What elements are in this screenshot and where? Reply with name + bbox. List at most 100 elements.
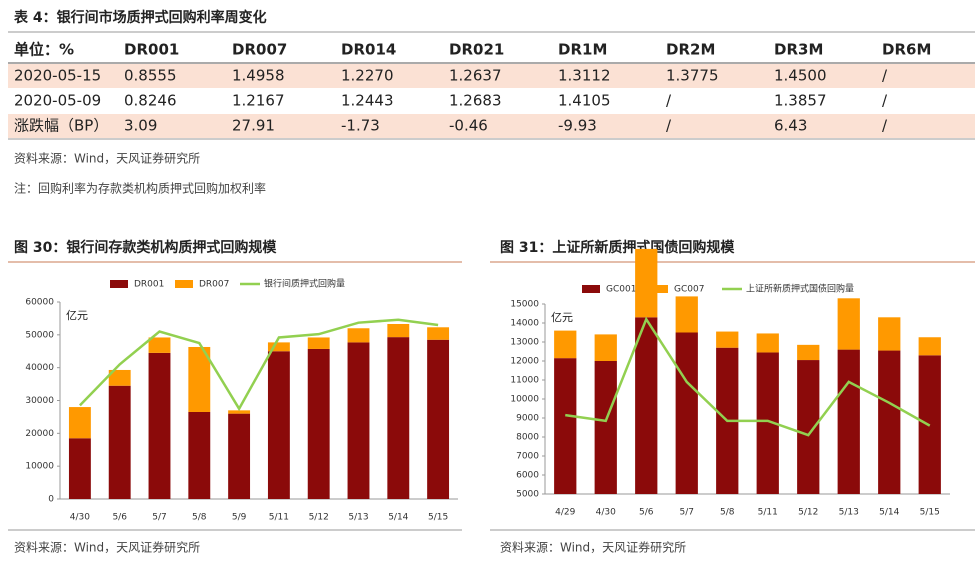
y-tick-label: 60000 (25, 298, 54, 308)
table-header: DR001 (124, 41, 179, 59)
table-header: DR014 (341, 41, 396, 59)
bar (918, 337, 941, 356)
y-tick-label: 12000 (510, 357, 539, 367)
bar (635, 248, 658, 318)
x-tick-label: 5/11 (269, 513, 289, 523)
y-tick-label: 8000 (516, 433, 539, 443)
table-cell: 1.2270 (341, 67, 394, 85)
y-axis-label: 亿元 (551, 311, 573, 324)
table-cell: -1.73 (341, 117, 380, 135)
legend-swatch (110, 280, 128, 288)
line (79, 318, 439, 412)
bar (554, 358, 577, 494)
y-tick-label: 0 (48, 495, 54, 505)
y-tick-label: 11000 (510, 376, 539, 386)
table-cell: 1.3775 (666, 67, 719, 85)
bar (756, 352, 779, 494)
table-cell: 2020-05-15 (14, 67, 101, 85)
bar (188, 411, 211, 499)
table-cell: 3.09 (124, 117, 157, 135)
bar (307, 337, 330, 349)
legend-label: DR007 (199, 280, 229, 290)
x-tick-label: 5/14 (388, 513, 408, 523)
y-tick-label: 7000 (516, 452, 539, 462)
table-header: 单位：% (14, 41, 74, 59)
table-cell: 27.91 (232, 117, 275, 135)
legend-swatch (582, 285, 600, 293)
bar (267, 351, 290, 499)
table-cell: 1.2683 (449, 92, 502, 110)
table-header: DR021 (449, 41, 504, 59)
row-bg (8, 64, 975, 88)
bar (797, 360, 820, 494)
table-cell: 1.2443 (341, 92, 394, 110)
legend-swatch (650, 285, 668, 293)
table-cell: -9.93 (558, 117, 597, 135)
table-header: DR6M (882, 41, 931, 59)
table-cell: 1.4105 (558, 92, 611, 110)
bar (878, 317, 901, 351)
table-cell: / (882, 117, 888, 135)
bar (756, 333, 779, 353)
bar (228, 413, 251, 499)
source: 资料来源：Wind，天风证券研究所 (500, 540, 686, 555)
y-tick-label: 15000 (510, 300, 539, 310)
table-cell: 1.3112 (558, 67, 611, 85)
x-tick-label: 5/12 (309, 513, 329, 523)
bar (148, 352, 171, 499)
note: 注：回购利率为存款类机构质押式回购加权利率 (14, 181, 266, 196)
bar (635, 317, 658, 494)
x-tick-label: 5/6 (112, 513, 127, 523)
table-cell: 6.43 (774, 117, 807, 135)
y-tick-label: 50000 (25, 330, 54, 340)
table-cell: 0.8246 (124, 92, 177, 110)
table-cell: / (666, 92, 672, 110)
table-cell: 1.4500 (774, 67, 827, 85)
table-cell: / (666, 117, 672, 135)
bar (554, 330, 577, 359)
bar (427, 327, 450, 340)
table-cell: 2020-05-09 (14, 92, 101, 110)
x-tick-label: 5/7 (680, 508, 694, 518)
bar (675, 296, 698, 333)
x-tick-label: 4/30 (596, 508, 616, 518)
x-tick-label: 5/6 (639, 508, 654, 518)
x-tick-label: 5/12 (798, 508, 818, 518)
bar (797, 344, 820, 361)
bar (594, 361, 617, 494)
bar (68, 407, 91, 439)
bar (307, 348, 330, 499)
bar (347, 342, 370, 499)
table-header: DR3M (774, 41, 823, 59)
x-tick-label: 5/13 (839, 508, 859, 518)
legend-label: DR001 (134, 280, 164, 290)
table-title: 表 4：银行间市场质押式回购利率周变化 (13, 9, 267, 26)
x-tick-label: 5/11 (758, 508, 778, 518)
x-tick-label: 5/8 (192, 513, 207, 523)
legend-label: 银行间质押式回购量 (264, 278, 345, 290)
y-tick-label: 5000 (516, 490, 539, 500)
legend-label: 上证所新质押式国债回购量 (746, 283, 854, 295)
bar (427, 339, 450, 499)
table-cell: 0.8555 (124, 67, 177, 85)
row-bg (8, 114, 975, 138)
bar (267, 342, 290, 352)
x-tick-label: 5/13 (348, 513, 368, 523)
table-header: DR1M (558, 41, 607, 59)
y-tick-label: 20000 (25, 429, 54, 439)
table-cell: 涨跌幅（BP） (14, 117, 108, 135)
bar (675, 332, 698, 494)
table-cell: 1.2167 (232, 92, 285, 110)
bar (68, 438, 91, 499)
x-tick-label: 5/7 (152, 513, 166, 523)
legend-label: GC007 (674, 285, 704, 295)
table-cell: 1.2637 (449, 67, 502, 85)
bar (387, 337, 410, 499)
x-tick-label: 5/9 (232, 513, 247, 523)
bar (387, 323, 410, 338)
y-tick-label: 9000 (516, 414, 539, 424)
y-tick-label: 6000 (516, 471, 539, 481)
legend-label: GC001 (606, 285, 636, 295)
bar (148, 337, 171, 353)
